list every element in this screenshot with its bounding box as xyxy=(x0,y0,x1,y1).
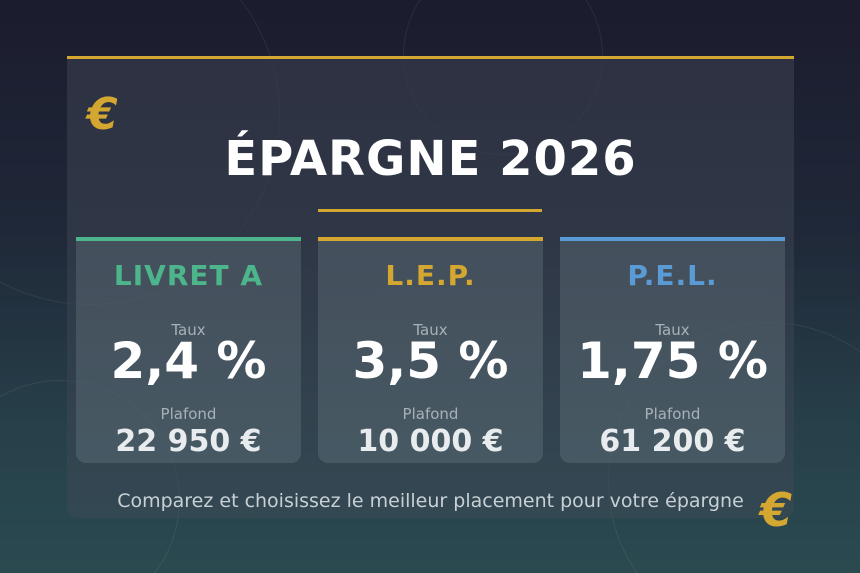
card-pel: P.E.L. Taux 1,75 % Plafond 61 200 € xyxy=(560,237,785,463)
card-accent-bar xyxy=(76,237,301,241)
card-title: LIVRET A xyxy=(113,259,264,292)
ceiling-value: 61 200 € xyxy=(599,424,746,459)
euro-icon: € xyxy=(760,483,793,537)
card-accent-bar xyxy=(318,237,543,241)
savings-panel: € ÉPARGNE 2026 LIVRET A Taux 2,4 % Plafo… xyxy=(67,56,794,518)
rate-value: 1,75 % xyxy=(577,332,768,390)
rate-label: Taux xyxy=(413,321,448,339)
page-title: ÉPARGNE 2026 xyxy=(224,131,637,187)
rate-label: Taux xyxy=(655,321,690,339)
card-lep: L.E.P. Taux 3,5 % Plafond 10 000 € xyxy=(318,237,543,463)
ceiling-label: Plafond xyxy=(402,405,459,423)
card-accent-bar xyxy=(560,237,785,241)
tagline: Comparez et choisissez le meilleur place… xyxy=(117,490,744,512)
rate-value: 2,4 % xyxy=(110,332,267,390)
rate-value: 3,5 % xyxy=(352,332,509,390)
rate-label: Taux xyxy=(171,321,206,339)
ceiling-label: Plafond xyxy=(160,405,217,423)
ceiling-value: 10 000 € xyxy=(357,424,504,459)
card-livret-a: LIVRET A Taux 2,4 % Plafond 22 950 € xyxy=(76,237,301,463)
card-title: P.E.L. xyxy=(627,259,718,292)
savings-cards: LIVRET A Taux 2,4 % Plafond 22 950 € L.E… xyxy=(76,237,785,463)
euro-icon: € xyxy=(87,89,118,140)
title-divider xyxy=(318,209,542,212)
ceiling-label: Plafond xyxy=(644,405,701,423)
ceiling-value: 22 950 € xyxy=(115,424,262,459)
card-title: L.E.P. xyxy=(385,259,476,292)
